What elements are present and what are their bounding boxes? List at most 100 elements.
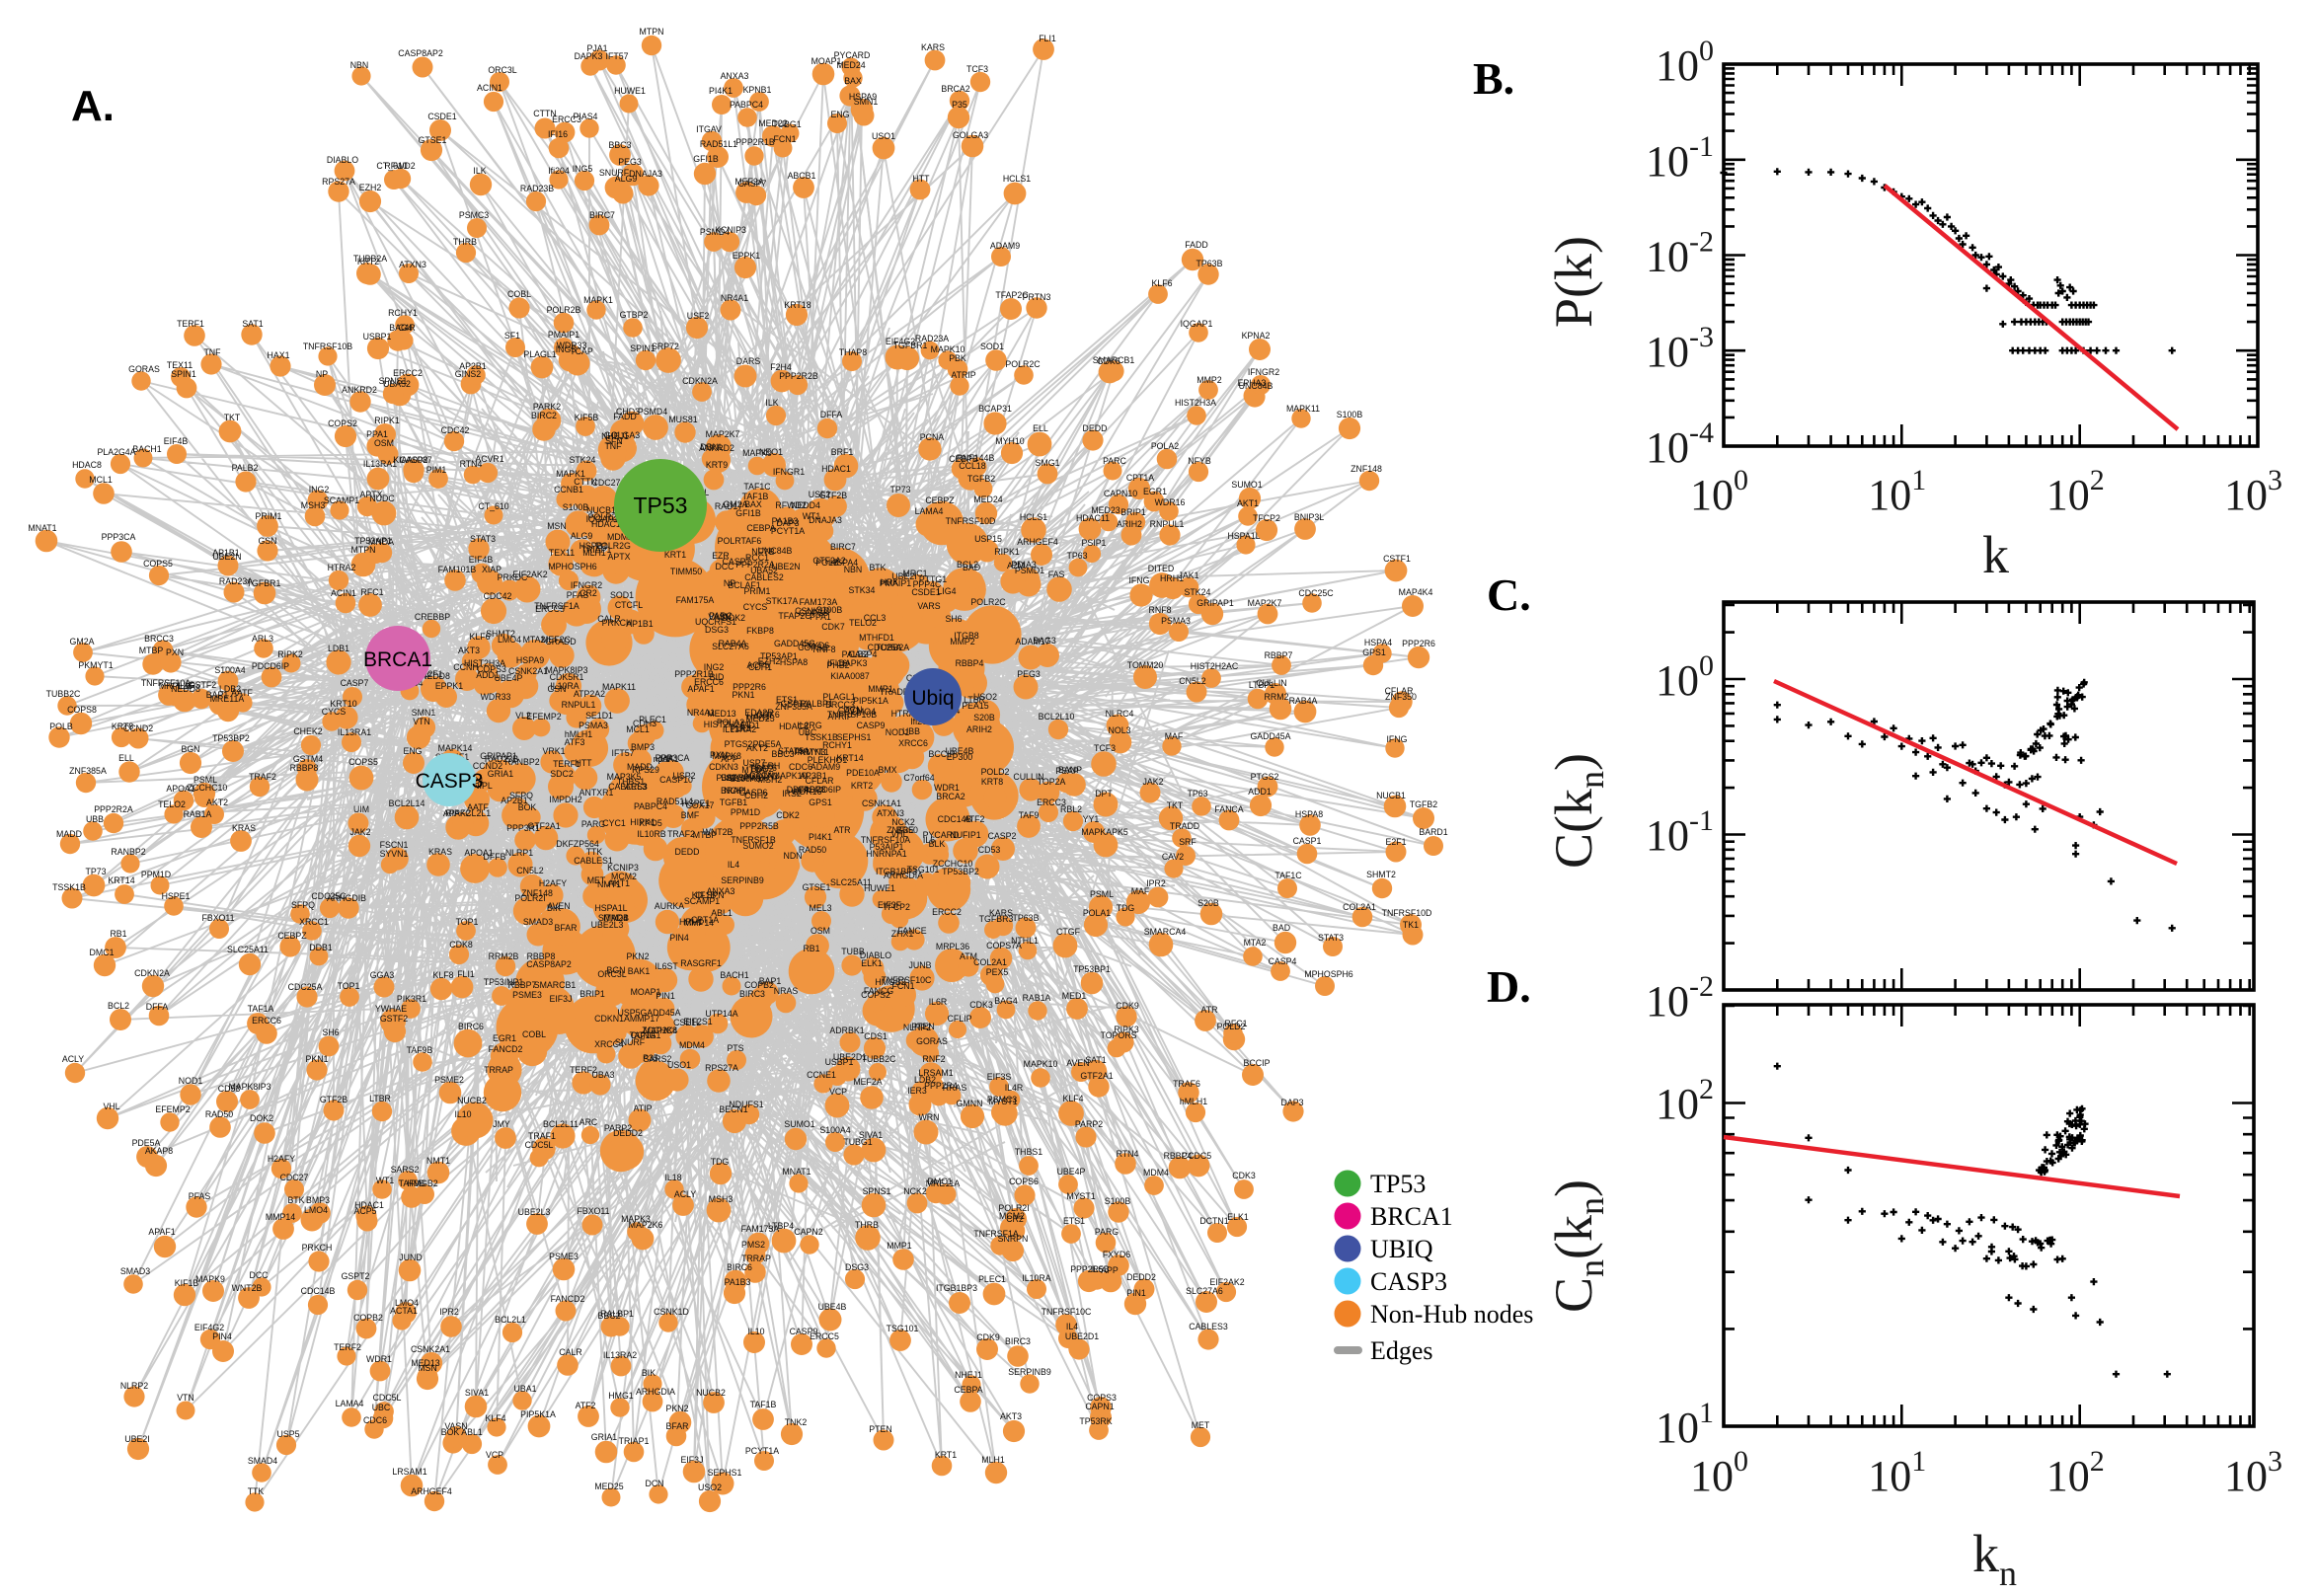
svg-text:ADAM17: ADAM17 (1015, 637, 1049, 646)
svg-text:BBC2: BBC2 (598, 1311, 621, 1321)
svg-text:ADD1: ADD1 (1248, 787, 1272, 797)
svg-text:HSPB1: HSPB1 (579, 541, 608, 551)
svg-text:RRM2B: RRM2B (489, 951, 519, 961)
svg-text:C7orf64: C7orf64 (903, 773, 934, 783)
svg-text:ANXA3: ANXA3 (707, 886, 735, 896)
svg-text:ERCC3: ERCC3 (552, 114, 581, 124)
svg-text:DSG3: DSG3 (845, 1262, 869, 1272)
svg-text:BCL2L14: BCL2L14 (389, 798, 425, 808)
svg-text:MAP2K7: MAP2K7 (1248, 598, 1282, 608)
svg-text:BLK: BLK (929, 839, 946, 849)
svg-text:JMY: JMY (493, 1119, 510, 1129)
svg-text:PXN: PXN (166, 647, 184, 657)
svg-text:USBP1: USBP1 (363, 332, 392, 342)
svg-text:GRIA1: GRIA1 (591, 1432, 618, 1442)
svg-text:ALG9: ALG9 (571, 531, 593, 541)
svg-text:AKT2: AKT2 (746, 743, 768, 753)
svg-text:KARS: KARS (989, 908, 1013, 918)
svg-text:UBE4B: UBE4B (818, 1302, 847, 1312)
svg-text:PPP3CA: PPP3CA (102, 532, 136, 542)
svg-text:IL10RA: IL10RA (550, 681, 579, 691)
svg-text:LMO4: LMO4 (395, 1298, 419, 1308)
svg-text:TP53: TP53 (1370, 1170, 1426, 1198)
svg-text:MSH3: MSH3 (301, 500, 326, 510)
svg-text:TFAP2C: TFAP2C (995, 290, 1029, 300)
svg-text:A.: A. (71, 82, 115, 130)
svg-text:MTBP: MTBP (139, 646, 164, 655)
svg-text:MADD: MADD (56, 829, 82, 839)
svg-text:CCL3: CCL3 (864, 613, 887, 623)
svg-text:PALB2: PALB2 (232, 463, 259, 473)
svg-text:BTK: BTK (869, 563, 886, 572)
svg-text:E2F1: E2F1 (422, 669, 442, 679)
svg-text:PPP3CA: PPP3CA (656, 753, 690, 763)
svg-text:DAPK3: DAPK3 (839, 658, 868, 668)
svg-text:FBXO11: FBXO11 (577, 1206, 609, 1216)
svg-text:FAM101B: FAM101B (438, 565, 477, 574)
svg-text:RAD51L1: RAD51L1 (656, 797, 694, 806)
svg-text:CEBPA: CEBPA (746, 523, 775, 533)
svg-text:CAV2: CAV2 (1162, 852, 1184, 862)
svg-text:HSPA8: HSPA8 (1295, 809, 1323, 819)
svg-text:NLRP2: NLRP2 (120, 1381, 148, 1391)
svg-text:IL13RA1: IL13RA1 (338, 727, 371, 737)
svg-text:DNAJA3: DNAJA3 (629, 169, 662, 179)
svg-text:TP53AP1: TP53AP1 (760, 651, 798, 661)
svg-text:HDAC8: HDAC8 (779, 722, 809, 731)
svg-text:TNF: TNF (203, 347, 221, 357)
svg-text:YY1: YY1 (1083, 814, 1100, 824)
svg-text:ELL: ELL (1033, 423, 1048, 433)
svg-text:SOD1: SOD1 (610, 590, 634, 600)
svg-text:CSNK1D: CSNK1D (795, 606, 830, 616)
svg-text:GOLGA3: GOLGA3 (953, 130, 988, 140)
svg-text:BAG4: BAG4 (389, 323, 413, 333)
svg-text:MRPL36: MRPL36 (159, 681, 193, 691)
svg-text:SOD1: SOD1 (980, 342, 1004, 351)
svg-text:10-3: 10-3 (1646, 321, 1714, 376)
svg-text:RAD23A: RAD23A (219, 576, 253, 586)
svg-text:SPNS1: SPNS1 (863, 1186, 891, 1196)
svg-text:CABLES1: CABLES1 (574, 856, 613, 866)
svg-text:MRC1: MRC1 (903, 569, 928, 578)
svg-text:USO1: USO1 (667, 1060, 691, 1070)
svg-text:PLEC1: PLEC1 (978, 1274, 1006, 1284)
svg-text:RBBP8: RBBP8 (527, 951, 556, 961)
svg-text:SH6: SH6 (945, 614, 962, 624)
svg-text:PIN4: PIN4 (212, 1331, 232, 1341)
svg-text:NLRP2: NLRP2 (903, 1023, 931, 1032)
svg-text:ENG: ENG (403, 746, 422, 756)
svg-text:SFPQ: SFPQ (509, 791, 533, 800)
svg-text:hMLH1: hMLH1 (565, 729, 592, 739)
svg-text:CR2: CR2 (579, 588, 597, 598)
svg-text:MTA2: MTA2 (523, 635, 546, 645)
svg-text:THRB: THRB (453, 237, 477, 247)
svg-text:SAT1: SAT1 (242, 319, 263, 329)
svg-text:RB1: RB1 (110, 929, 126, 939)
svg-text:BCCIP: BCCIP (1244, 1058, 1271, 1068)
svg-text:WNT2B: WNT2B (232, 1283, 263, 1293)
svg-text:RIPK1: RIPK1 (994, 547, 1020, 557)
svg-text:DDB1: DDB1 (309, 943, 333, 952)
svg-text:XRCC6: XRCC6 (898, 738, 928, 748)
svg-text:HTRA2: HTRA2 (328, 563, 356, 572)
svg-text:CASP6: CASP6 (739, 788, 768, 798)
svg-text:CDC42: CDC42 (441, 425, 470, 435)
svg-text:HRH1: HRH1 (1160, 573, 1184, 583)
svg-text:PPP2R6: PPP2R6 (733, 682, 766, 692)
svg-text:DMC1: DMC1 (90, 948, 115, 957)
svg-text:HIST2H2AC: HIST2H2AC (704, 720, 752, 729)
svg-text:RAB4A: RAB4A (719, 639, 747, 648)
svg-text:CDK9: CDK9 (976, 1332, 1000, 1342)
svg-text:S100B: S100B (563, 502, 589, 512)
svg-text:ITGB8: ITGB8 (954, 631, 979, 641)
svg-text:UBE2L3: UBE2L3 (518, 1207, 551, 1217)
svg-text:MMP14: MMP14 (684, 918, 714, 928)
svg-text:RBBP7: RBBP7 (508, 980, 537, 990)
svg-text:RASGRF1: RASGRF1 (680, 958, 722, 968)
svg-text:APAF1: APAF1 (148, 1227, 175, 1237)
svg-text:TEX11: TEX11 (549, 548, 575, 558)
svg-text:ETS1: ETS1 (776, 695, 798, 705)
svg-text:MAPK8IP3: MAPK8IP3 (228, 1082, 270, 1092)
svg-text:CASP2: CASP2 (400, 455, 428, 465)
svg-text:CFLAR: CFLAR (1385, 686, 1414, 696)
